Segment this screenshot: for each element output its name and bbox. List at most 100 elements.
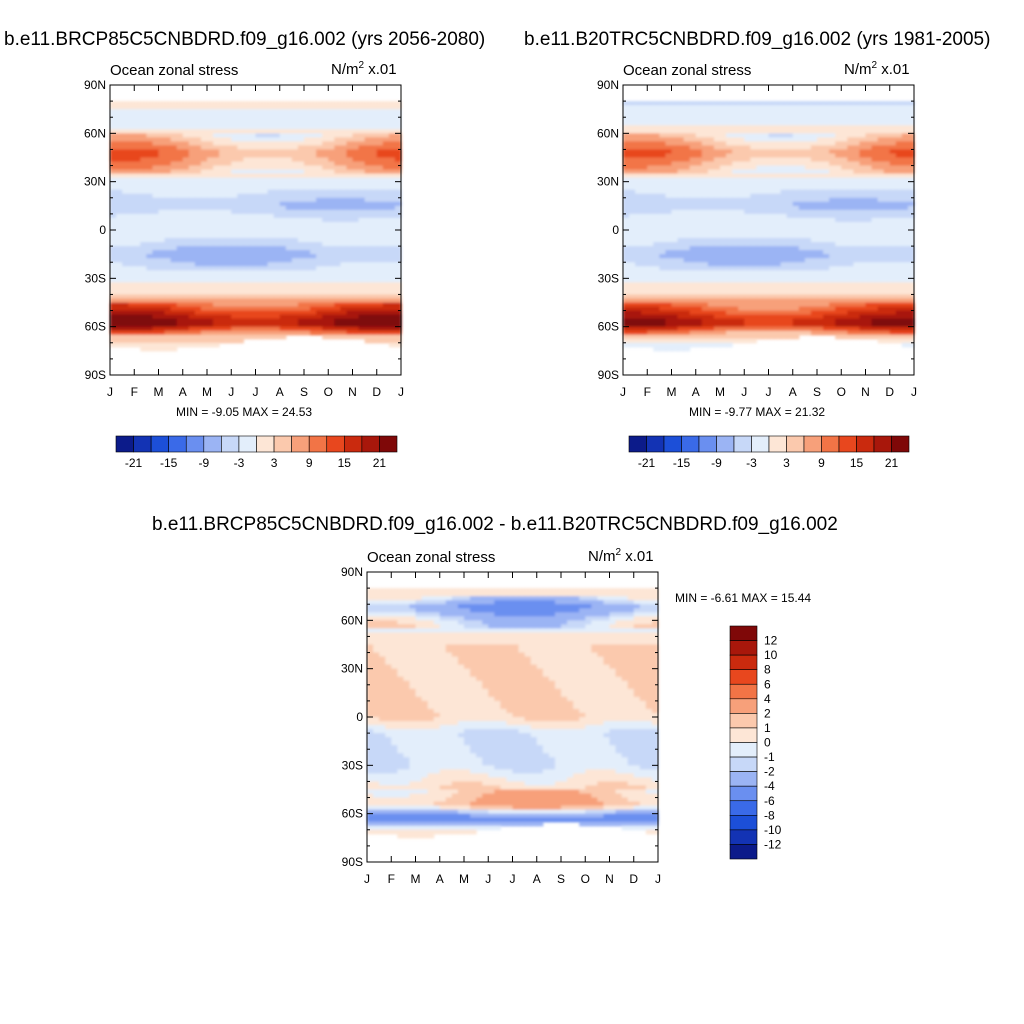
heatmap-cell — [322, 250, 329, 255]
heatmap-cell — [883, 181, 891, 187]
heatmap-cell — [653, 157, 660, 163]
heatmap-cell — [176, 278, 184, 283]
heatmap-cell — [847, 113, 854, 118]
heatmap-cell — [243, 318, 251, 324]
heatmap-cell — [261, 274, 269, 279]
heatmap-cell — [798, 141, 806, 147]
heatmap-cell — [170, 149, 178, 155]
heatmap-cell — [907, 213, 915, 219]
heatmap-cell — [316, 133, 323, 138]
heatmap-cell — [231, 209, 238, 215]
heatmap-cell — [376, 149, 384, 155]
panel2-heatmap — [623, 85, 915, 375]
heatmap-cell — [219, 209, 226, 215]
heatmap-cell — [352, 306, 360, 312]
heatmap-cell — [297, 185, 305, 191]
heatmap-cell — [158, 322, 166, 328]
heatmap-cell — [164, 133, 172, 138]
heatmap-cell — [128, 310, 135, 316]
heatmap-cell — [768, 221, 776, 227]
heatmap-cell — [689, 165, 697, 171]
heatmap-cell — [122, 242, 129, 247]
heatmap-cell — [720, 117, 727, 122]
heatmap-cell — [786, 185, 794, 191]
heatmap-cell — [225, 290, 232, 296]
heatmap-cell — [750, 246, 757, 251]
heatmap-cell — [219, 278, 226, 283]
heatmap-cell — [762, 169, 770, 175]
heatmap-cell — [817, 201, 824, 207]
heatmap-cell — [701, 149, 709, 155]
heatmap-cell — [297, 209, 305, 215]
heatmap-cell — [261, 298, 269, 304]
heatmap-cell — [647, 230, 654, 235]
heatmap-cell — [762, 113, 770, 118]
heatmap-cell — [841, 125, 848, 130]
heatmap-cell — [786, 213, 794, 219]
heatmap-cell — [883, 242, 891, 247]
heatmap-cell — [194, 189, 202, 195]
heatmap-cell — [689, 201, 697, 207]
heatmap-cell — [713, 117, 721, 122]
heatmap-cell — [635, 189, 642, 195]
heatmap-cell — [665, 197, 673, 203]
heatmap-cell — [853, 121, 861, 126]
heatmap-cell — [823, 137, 830, 142]
heatmap-cell — [780, 165, 788, 171]
heatmap-cell — [780, 129, 788, 134]
heatmap-cell — [810, 197, 818, 203]
heatmap-cell — [871, 234, 879, 239]
heatmap-cell — [376, 326, 384, 332]
heatmap-cell — [786, 133, 794, 138]
heatmap-cell — [853, 117, 861, 122]
heatmap-cell — [225, 209, 232, 215]
heatmap-cell — [267, 246, 275, 251]
heatmap-cell — [713, 250, 721, 255]
heatmap-cell — [297, 274, 305, 279]
heatmap-cell — [841, 177, 848, 183]
heatmap-cell — [219, 193, 226, 199]
heatmap-cell — [358, 302, 366, 308]
heatmap-cell — [895, 133, 903, 138]
heatmap-cell — [756, 266, 764, 271]
heatmap-cell — [901, 189, 909, 195]
heatmap-cell — [285, 145, 293, 151]
heatmap-cell — [738, 165, 745, 171]
heatmap-cell — [237, 258, 244, 263]
heatmap-cell — [219, 145, 226, 151]
heatmap-cell — [382, 326, 390, 332]
heatmap-cell — [231, 246, 238, 251]
heatmap-cell — [110, 189, 117, 195]
heatmap-cell — [328, 302, 335, 308]
heatmap-cell — [786, 105, 794, 110]
heatmap-cell — [164, 145, 172, 151]
heatmap-cell — [152, 258, 160, 263]
heatmap-cell — [376, 302, 384, 308]
heatmap-cell — [695, 213, 703, 219]
heatmap-cell — [677, 117, 685, 122]
heatmap-cell — [895, 113, 903, 118]
heatmap-cell — [207, 117, 214, 122]
heatmap-cell — [877, 254, 885, 259]
heatmap-cell — [340, 153, 348, 159]
heatmap-cell — [279, 230, 287, 235]
heatmap-cell — [176, 189, 184, 195]
heatmap-cell — [231, 258, 238, 263]
heatmap-cell — [388, 149, 396, 155]
heatmap-cell — [823, 141, 830, 147]
heatmap-cell — [207, 165, 214, 171]
heatmap-cell — [804, 169, 812, 175]
heatmap-cell — [188, 141, 196, 147]
heatmap-cell — [316, 125, 323, 130]
heatmap-cell — [901, 149, 909, 155]
heatmap-cell — [859, 258, 867, 263]
heatmap-cell — [901, 213, 909, 219]
heatmap-cell — [273, 125, 281, 130]
heatmap-cell — [110, 129, 117, 134]
heatmap-cell — [182, 310, 190, 316]
heatmap-cell — [225, 185, 232, 191]
heatmap-cell — [877, 189, 885, 195]
heatmap-cell — [213, 254, 220, 259]
heatmap-cell — [231, 129, 238, 134]
heatmap-cell — [683, 270, 691, 275]
